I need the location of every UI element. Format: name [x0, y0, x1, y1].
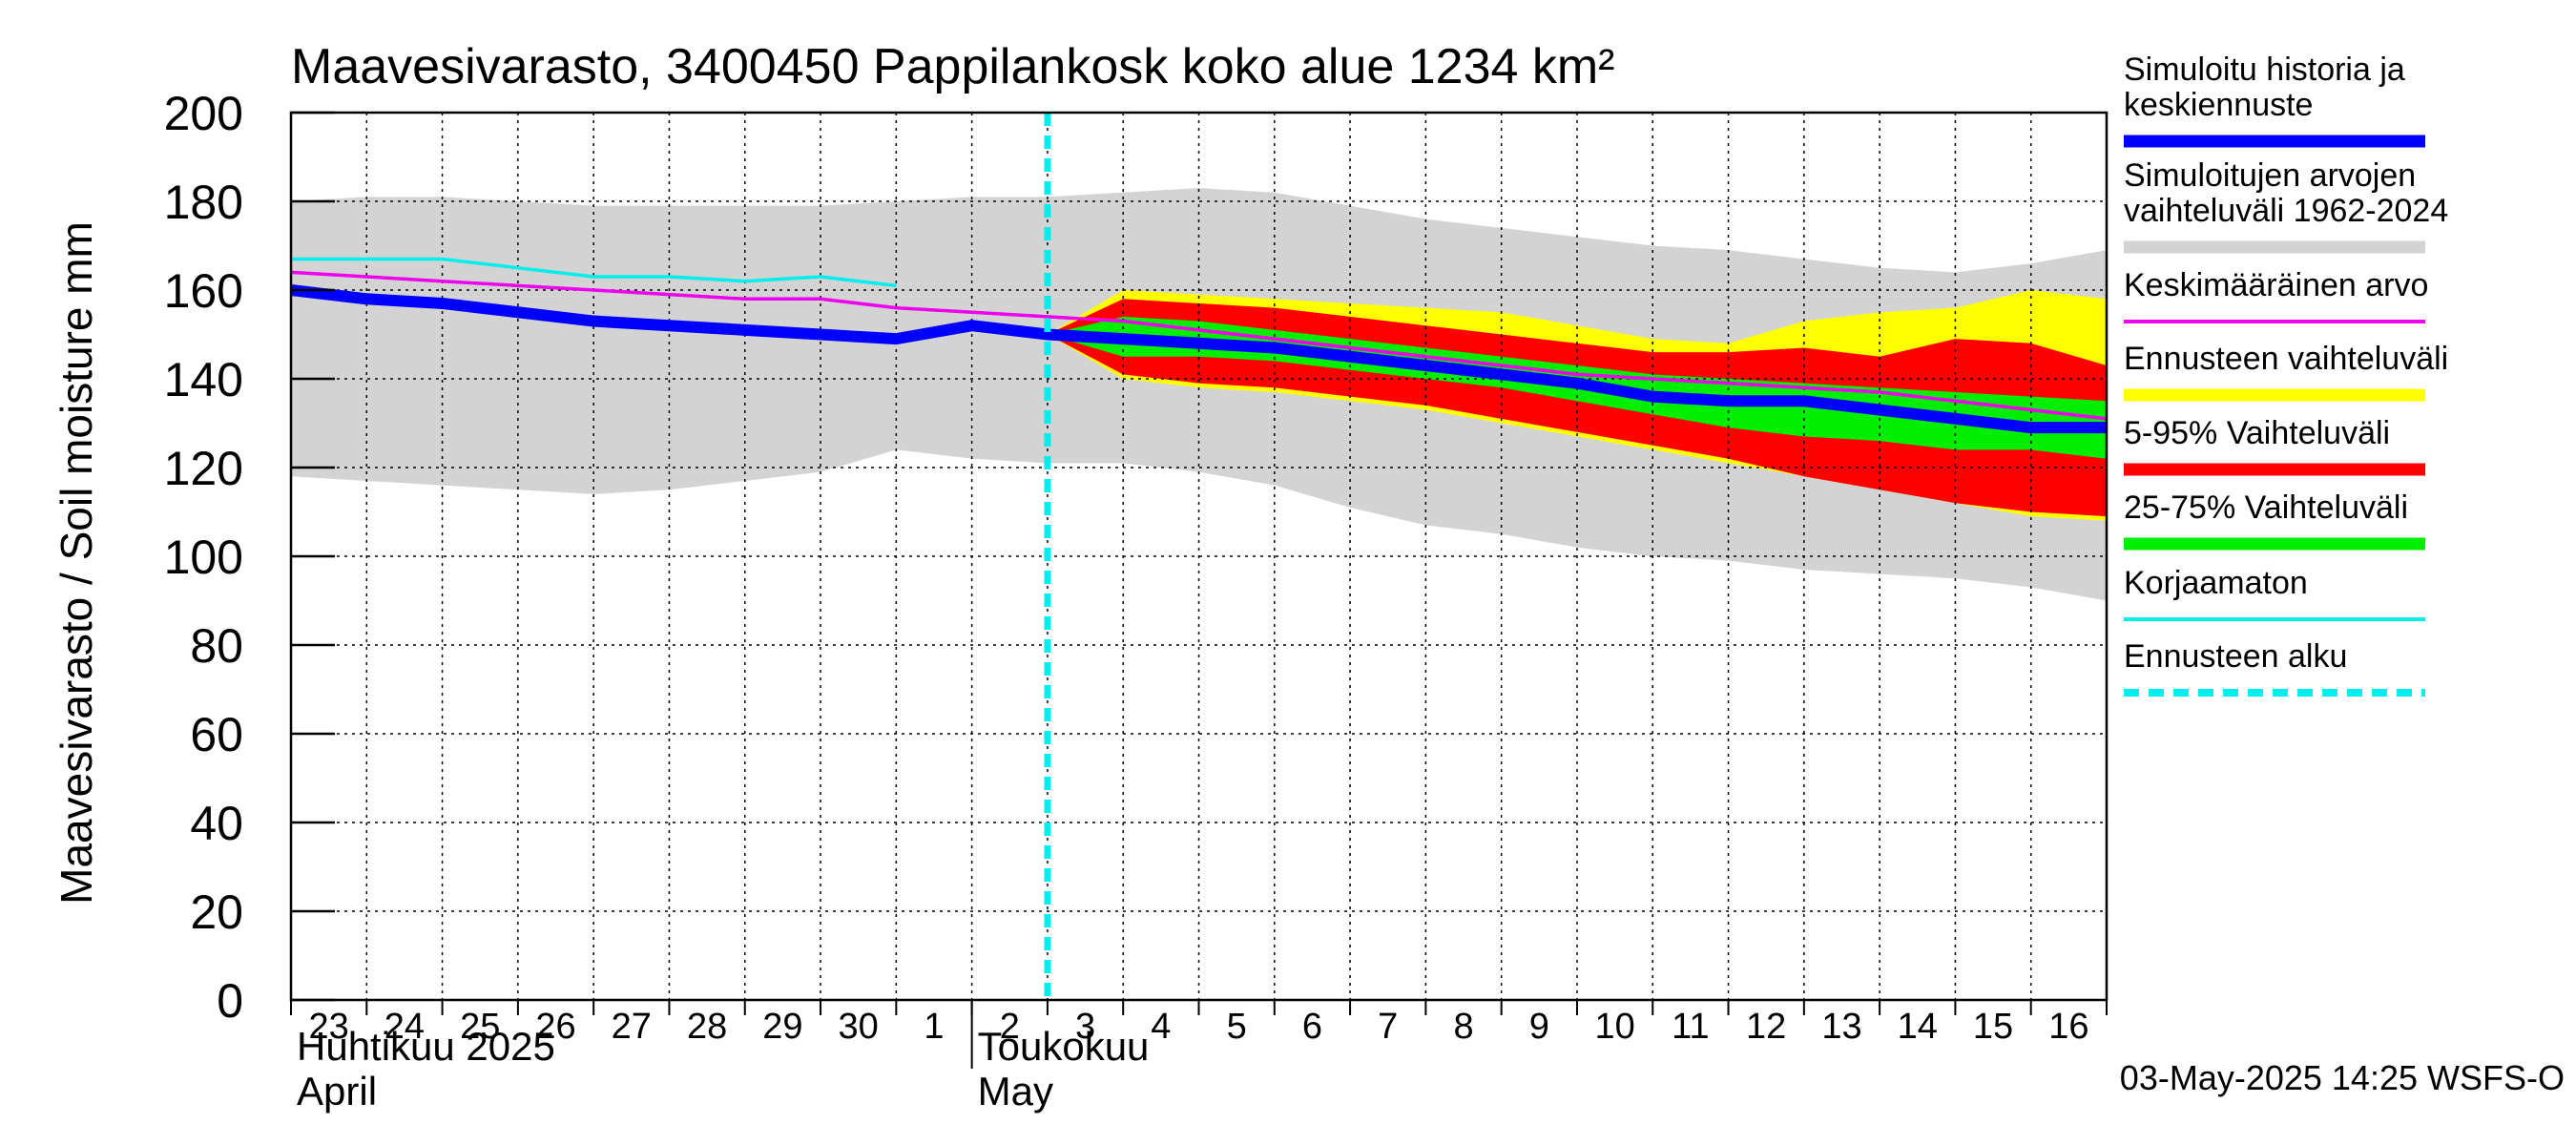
x-tick-label: 27 — [612, 1007, 652, 1047]
y-tick-label: 60 — [190, 708, 243, 761]
y-tick-label: 0 — [217, 974, 243, 1028]
x-tick-label: 25 — [460, 1007, 500, 1047]
x-tick-label: 9 — [1529, 1007, 1549, 1047]
month-label: Huhtikuu 2025 — [297, 1024, 555, 1069]
line-layer — [290, 113, 2108, 1000]
series-line-korjaamaton — [291, 257, 897, 288]
legend-label: Korjaamaton — [2124, 565, 2308, 601]
y-tick-label: 80 — [190, 619, 243, 673]
x-tick-label: 15 — [1973, 1007, 2013, 1047]
x-tick-label: 2 — [1000, 1007, 1020, 1047]
series-line-simuloitu-historia-ja-keskiennuste — [290, 284, 2107, 434]
month-label-english: May — [978, 1069, 1053, 1114]
legend-label: 5-95% Vaihteluväli — [2124, 415, 2390, 451]
legend-label: keskiennuste — [2124, 87, 2313, 123]
x-tick-label: 4 — [1151, 1007, 1171, 1047]
month-label-english: April — [297, 1069, 377, 1114]
month-label: Toukokuu — [978, 1024, 1150, 1069]
x-tick-label: 14 — [1898, 1007, 1938, 1047]
legend-label: vaihteluväli 1962-2024 — [2124, 193, 2448, 229]
x-tick-label: 29 — [762, 1007, 802, 1047]
x-tick-label: 11 — [1672, 1007, 1709, 1047]
x-tick-label: 30 — [839, 1007, 879, 1047]
legend-label: 25-75% Vaihteluväli — [2124, 489, 2408, 526]
y-tick-label: 40 — [190, 797, 243, 850]
x-tick-label: 23 — [309, 1007, 349, 1047]
x-tick-label: 10 — [1594, 1007, 1634, 1047]
x-tick-label: 26 — [535, 1007, 575, 1047]
legend-label: Keskimääräinen arvo — [2124, 267, 2428, 303]
y-tick-label: 20 — [190, 885, 243, 939]
x-tick-label: 16 — [2048, 1007, 2088, 1047]
y-axis-label: Maavesivarasto / Soil moisture mm — [52, 221, 101, 905]
x-tick-label: 5 — [1227, 1007, 1247, 1047]
legend-label: Simuloitu historia ja — [2124, 52, 2405, 88]
x-tick-label: 6 — [1302, 1007, 1322, 1047]
x-tick-label: 1 — [924, 1007, 944, 1047]
x-tick-label: 13 — [1821, 1007, 1861, 1047]
chart-title: Maavesivarasto, 3400450 Pappilankosk kok… — [291, 39, 1615, 94]
legend-label: Ennusteen alku — [2124, 638, 2347, 675]
x-tick-label: 28 — [687, 1007, 727, 1047]
legend-label: Ennusteen vaihteluväli — [2124, 341, 2448, 377]
y-tick-label: 120 — [164, 442, 243, 495]
series-line-keskim-r-inen-arvo — [290, 270, 2108, 421]
legend-label: Simuloitujen arvojen — [2124, 157, 2416, 194]
y-tick-label: 100 — [164, 531, 243, 584]
x-tick-label: 3 — [1075, 1007, 1095, 1047]
x-tick-label: 7 — [1378, 1007, 1398, 1047]
y-tick-label: 140 — [164, 353, 243, 406]
band-simuloitujen-arvojen-vaihteluv-li-1962-2024 — [291, 188, 2107, 601]
x-tick-label: 12 — [1746, 1007, 1786, 1047]
x-tick-label: 8 — [1453, 1007, 1473, 1047]
y-tick-label: 200 — [164, 87, 243, 140]
y-tick-label: 180 — [164, 176, 243, 229]
timestamp: 03-May-2025 14:25 WSFS-O — [2120, 1058, 2565, 1097]
x-tick-label: 24 — [384, 1007, 425, 1047]
y-tick-label: 160 — [164, 264, 243, 318]
